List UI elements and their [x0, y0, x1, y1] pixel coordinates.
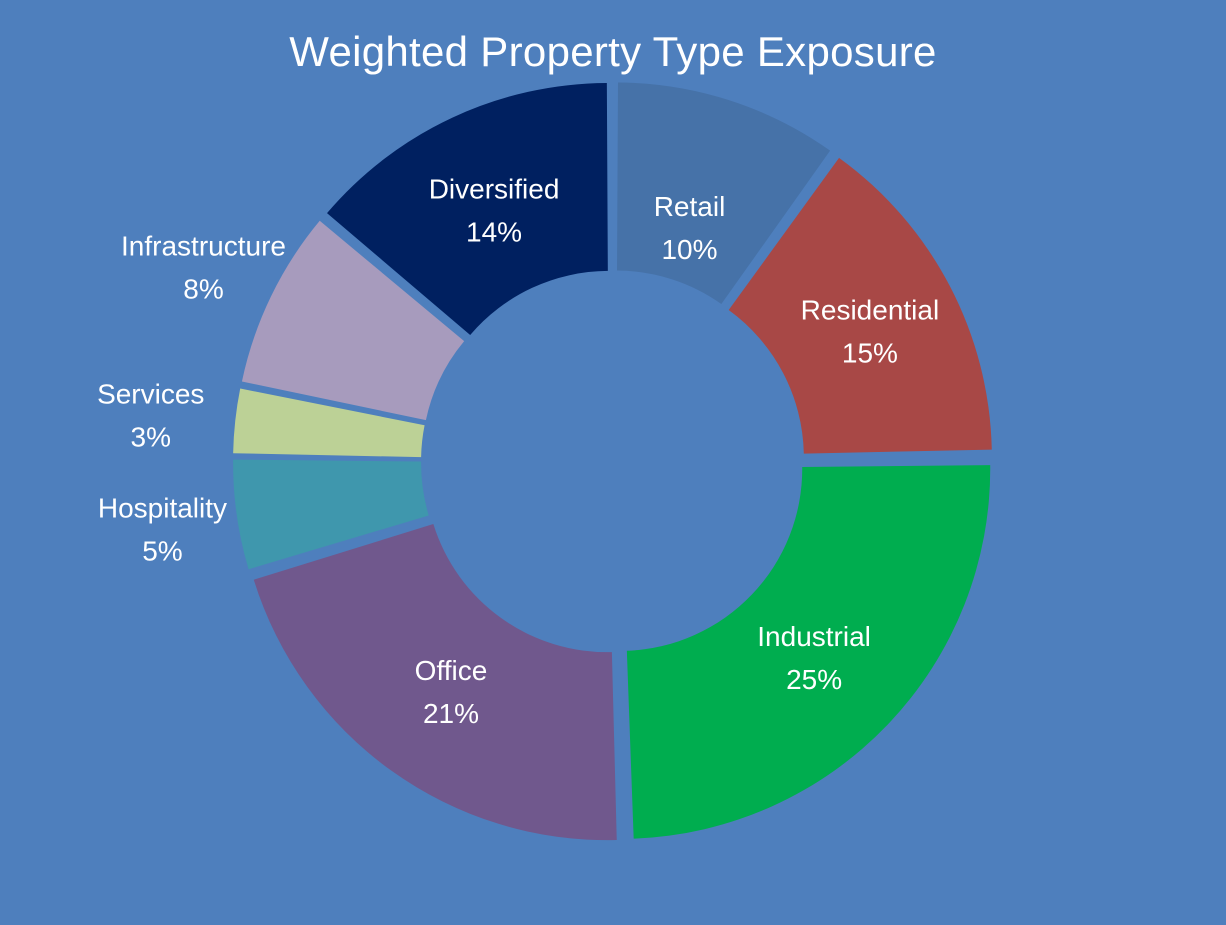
- slice-infrastructure: [241, 220, 465, 421]
- slice-category-label: Services: [97, 378, 204, 409]
- slice-value-label: 5%: [142, 535, 182, 566]
- slice-diversified: [327, 82, 608, 335]
- slice-label-industrial: Industrial 25%: [757, 621, 871, 695]
- slice-label-services: Services 3%: [97, 378, 204, 452]
- slice-industrial: [626, 465, 991, 839]
- slice-label-hospitality: Hospitality 5%: [98, 492, 227, 566]
- slice-category-label: Residential: [801, 295, 940, 326]
- slice-value-label: 8%: [183, 274, 223, 305]
- slice-label-retail: Retail 10%: [654, 191, 726, 265]
- slice-hospitality: [233, 459, 429, 570]
- slice-value-label: 25%: [786, 664, 842, 695]
- slice-category-label: Office: [415, 655, 488, 686]
- slice-category-label: Diversified: [429, 173, 560, 204]
- slice-value-label: 15%: [842, 338, 898, 369]
- slice-value-label: 10%: [661, 234, 717, 265]
- slice-office: [253, 524, 617, 841]
- slice-category-label: Hospitality: [98, 492, 227, 523]
- slice-retail: [617, 82, 831, 305]
- slice-category-label: Infrastructure: [121, 231, 286, 262]
- slice-label-office: Office 21%: [415, 655, 488, 729]
- slice-services: [233, 388, 425, 458]
- chart-title: Weighted Property Type Exposure: [289, 28, 937, 75]
- slice-label-infrastructure: Infrastructure 8%: [121, 231, 286, 305]
- slice-label-diversified: Diversified 14%: [429, 173, 560, 247]
- slice-residential: [728, 157, 992, 454]
- slice-label-residential: Residential 15%: [801, 295, 940, 369]
- slices-group: [233, 82, 992, 841]
- slice-category-label: Industrial: [757, 621, 871, 652]
- slice-value-label: 3%: [131, 421, 171, 452]
- slice-value-label: 21%: [423, 698, 479, 729]
- slice-category-label: Retail: [654, 191, 726, 222]
- slice-value-label: 14%: [466, 216, 522, 247]
- labels-group: Retail 10% Residential 15% Industrial 25% Offi…: [97, 173, 939, 729]
